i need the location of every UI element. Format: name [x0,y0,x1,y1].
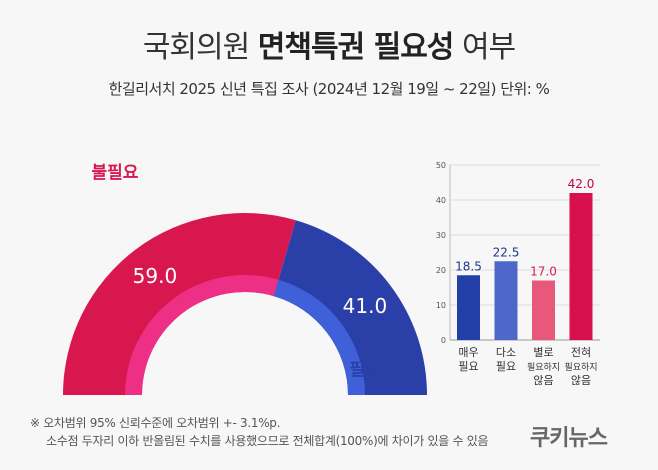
subtitle: 한길리서치 2025 신년 특집 조사 (2024년 12월 19일 ~ 22일… [108,80,550,98]
page-title: 국회의원 면책특권 필요성 여부 [142,30,516,65]
gauge-label-1: 필요 [349,360,381,380]
y-tick-label: 40 [436,196,446,205]
bar [457,275,480,340]
gauge-label-0: 불필요 [92,163,139,183]
bar [532,280,555,340]
bar-value-label: 18.5 [455,259,482,273]
y-tick-label: 0 [441,336,446,345]
bar-value-label: 42.0 [568,177,595,191]
y-tick-label: 10 [436,301,446,310]
bar [494,261,518,340]
bar-value-label: 22.5 [493,245,520,259]
x-tick-label: 전혀 [571,346,591,359]
gauge-segment-1 [273,220,428,395]
y-tick-label: 20 [436,266,446,275]
y-tick-label: 30 [436,231,446,240]
bar-value-label: 17.0 [530,265,557,279]
x-tick-label: 다소 [496,346,516,359]
x-tick-label: 필요하지 [527,361,560,373]
footnote: ※ 오차범위 95% 신뢰수준에 오차범위 +- 3.1%p. 소수점 두자리 이… [30,416,489,448]
x-tick-label: 않음 [533,374,553,387]
x-tick-label: 별로 [533,346,553,359]
gauge-value-label: 41.0 [343,294,388,318]
gauge-inner-ring-1 [273,279,365,395]
y-tick-label: 50 [436,161,446,170]
gauge-inner-ring-0 [125,275,279,395]
x-tick-label: 않음 [571,374,591,387]
x-tick-label: 매우 [458,346,478,359]
logo: 쿠키뉴스 [530,426,608,451]
gauge-value-label: 59.0 [133,264,178,288]
x-tick-label: 필요 [496,360,516,373]
bar [569,193,593,340]
x-tick-label: 필요 [458,360,478,373]
x-tick-label: 필요하지 [564,361,597,373]
